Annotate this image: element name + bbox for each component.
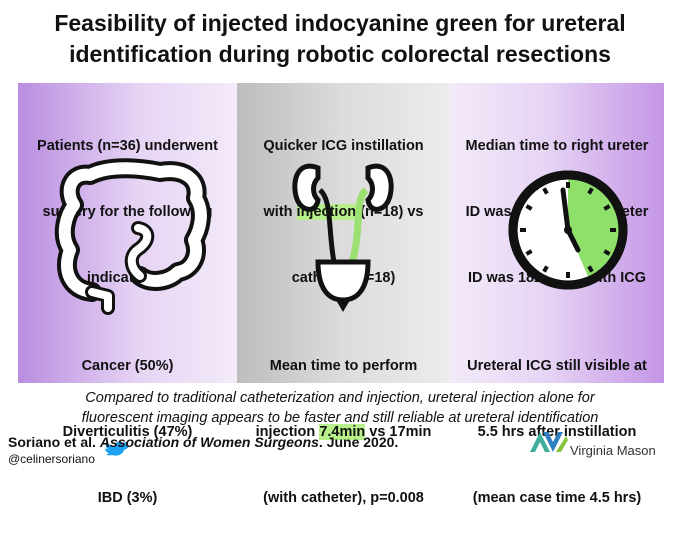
text-line: Diverticulitis (47%) [62, 424, 193, 440]
twitter-icon [105, 441, 130, 456]
clock-tick [587, 265, 594, 273]
text: vs 17min [365, 424, 432, 440]
clock-tick [603, 204, 611, 211]
title-line: Feasibility of injected indocyanine gree… [54, 10, 626, 36]
clock-tick [542, 187, 549, 195]
icons [54, 158, 628, 456]
text-line: Patients (n=36) underwent [37, 138, 218, 154]
panel-method: Quicker ICG instillation with injection … [237, 83, 450, 506]
text-line: injection 7.4min vs 17min [237, 421, 450, 443]
text-line: Compared to traditional catheterization … [85, 390, 595, 406]
clock-tick [603, 249, 611, 256]
conclusion: Compared to traditional catheterization … [0, 388, 680, 428]
text-line: IBD (3%) [97, 490, 158, 506]
text-line: Median time to right ureter [465, 138, 649, 154]
text-line: Mean time to perform [269, 358, 418, 374]
date: . June 2020. [318, 434, 399, 450]
urinary-icon [292, 163, 394, 312]
journal: Association of Women Surgeons [99, 434, 319, 450]
text-line: Quicker ICG instillation [263, 138, 424, 154]
clock-tick [542, 265, 549, 273]
text-line: (mean case time 4.5 hrs) [472, 490, 642, 506]
citation: Soriano et al. Association of Women Surg… [8, 434, 398, 450]
clock-icon [508, 170, 628, 290]
text: with [263, 204, 297, 220]
title-line: identification during robotic colorectal… [69, 41, 611, 67]
clock-tick [525, 249, 533, 256]
visual-abstract: Feasibility of injected indocyanine gree… [0, 8, 680, 506]
logo-text: Virginia Mason [570, 443, 656, 458]
clock-tick [587, 187, 594, 195]
text-line: (with catheter), p=0.008 [263, 490, 424, 506]
clock-tick [525, 204, 533, 211]
logo-mark [530, 432, 568, 452]
title: Feasibility of injected indocyanine gree… [0, 8, 680, 70]
authors: Soriano et al. [8, 434, 100, 450]
text-line: fluorescent imaging appears to be faster… [81, 410, 599, 426]
text-line: Cancer (50%) [81, 358, 174, 374]
colon-icon [54, 158, 211, 315]
twitter-handle: @celinersoriano [8, 452, 95, 466]
highlight: 7.4min [319, 424, 366, 440]
text: injection [255, 424, 320, 440]
text-line: Ureteral ICG still visible at [467, 358, 647, 374]
